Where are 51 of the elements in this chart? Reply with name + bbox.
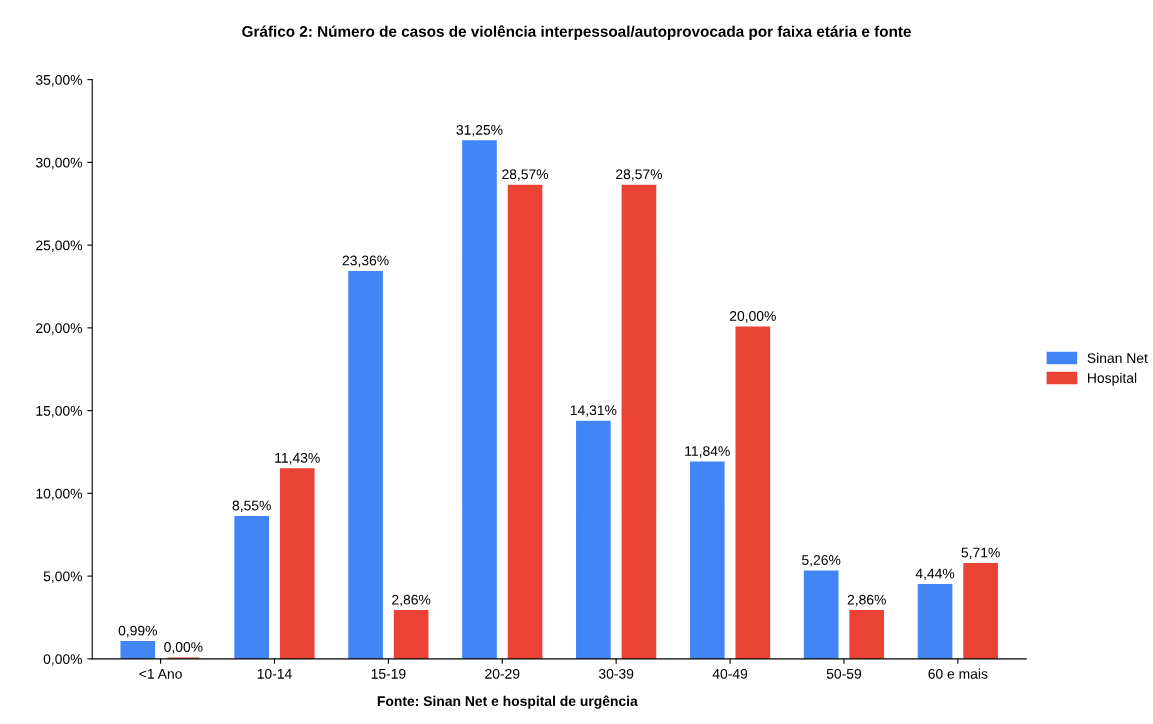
legend-label: Hospital xyxy=(1088,372,1137,386)
bar xyxy=(803,570,839,659)
x-tick-label: 60 e mais xyxy=(928,668,988,679)
data-label: 5,26% xyxy=(802,555,841,567)
y-tick-label: 20,00% xyxy=(36,323,83,335)
chart-title: Gráfico 2: Número de casos de violência interpessoal/autoprovocada por faixa etária e fonte xyxy=(242,25,911,40)
bar xyxy=(393,610,429,659)
data-label: 11,43% xyxy=(275,452,320,465)
data-label: 5,71% xyxy=(961,547,1000,560)
x-tick-label: 10-14 xyxy=(257,668,292,679)
bar xyxy=(689,461,725,659)
data-label: 28,57% xyxy=(616,169,662,181)
data-label: 23,36% xyxy=(342,255,389,267)
bar xyxy=(963,562,998,659)
y-tick-label: 10,00% xyxy=(36,488,83,501)
data-label: 8,55% xyxy=(232,500,271,513)
bar xyxy=(279,468,315,659)
bar xyxy=(576,420,611,659)
data-label: 4,44% xyxy=(915,568,955,581)
bar xyxy=(348,270,383,659)
data-label: 14,31% xyxy=(570,405,617,417)
y-tick-label: 0,00% xyxy=(43,654,83,666)
bar xyxy=(234,515,270,659)
bar xyxy=(120,641,156,659)
x-tick-label: 50-59 xyxy=(826,668,862,679)
source-note: Fonte: Sinan Net e hospital de urgência xyxy=(377,695,638,709)
data-label: 20,00% xyxy=(729,311,776,323)
y-tick-label: 15,00% xyxy=(36,405,83,418)
data-label: 31,25% xyxy=(456,124,503,137)
data-label: 2,86% xyxy=(392,594,431,607)
x-tick-label: 40-49 xyxy=(712,668,748,679)
x-tick-label: 15-19 xyxy=(371,668,406,679)
y-tick-label: 5,00% xyxy=(43,571,83,583)
bar xyxy=(849,610,885,659)
y-tick-label: 25,00% xyxy=(36,240,83,252)
bar xyxy=(917,583,953,659)
data-label: 0,99% xyxy=(118,625,157,638)
legend-label: Sinan Net xyxy=(1087,352,1148,364)
data-label: 2,86% xyxy=(847,594,886,607)
bar xyxy=(621,184,657,659)
data-label: 0,00% xyxy=(164,642,203,654)
x-tick-label: 30-39 xyxy=(598,668,634,679)
data-label: 11,84% xyxy=(685,446,730,458)
bar xyxy=(462,140,497,659)
data-label: 28,57% xyxy=(502,169,549,181)
bar xyxy=(507,184,543,659)
x-tick-label: <1 Ano xyxy=(139,669,182,679)
y-tick-label: 30,00% xyxy=(35,157,83,170)
y-tick-label: 35,00% xyxy=(35,74,83,87)
bar xyxy=(735,326,771,659)
x-tick-label: 20-29 xyxy=(485,668,520,679)
